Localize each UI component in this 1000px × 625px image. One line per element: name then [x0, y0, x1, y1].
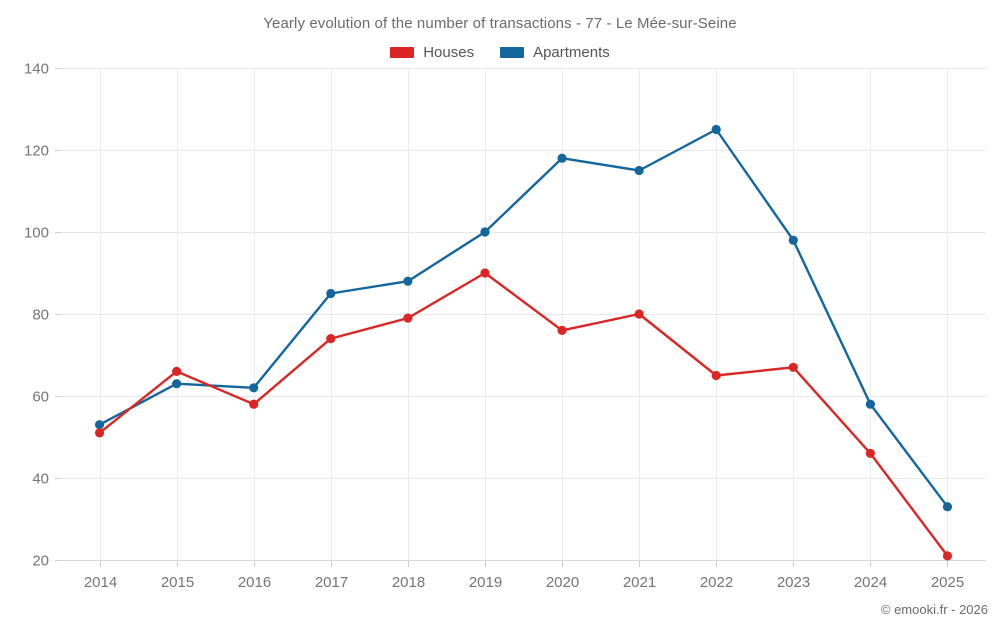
x-axis-tick-label: 2016: [238, 574, 271, 591]
x-axis-tick-label: 2023: [777, 574, 810, 591]
series-line-houses: [98, 271, 949, 558]
x-axis-tick-label: 2015: [161, 574, 194, 591]
legend-label-houses: Houses: [423, 44, 475, 61]
data-point-houses-2025[interactable]: Houses 2025: 21: [942, 551, 953, 561]
data-point-houses-2019[interactable]: Houses 2019: 90: [480, 268, 490, 278]
data-point-houses-2021[interactable]: Houses 2021: 80: [634, 309, 644, 319]
data-point-houses-2024[interactable]: Houses 2024: 46: [865, 448, 875, 458]
data-point-houses-2023[interactable]: Houses 2023: 67: [788, 362, 798, 372]
y-axis-tick-label: 40: [32, 471, 49, 488]
legend-swatch-apartments: [500, 47, 525, 58]
data-point-apartments-2019[interactable]: Apartments 2019: 100: [480, 227, 490, 237]
legend-label-apartments: Apartments: [533, 44, 610, 61]
data-point-apartments-2014[interactable]: Apartments 2014: 53: [94, 420, 105, 430]
credit-text: © emooki.fr - 2026: [880, 602, 988, 617]
x-axis-tick-label: 2017: [315, 574, 348, 591]
y-axis-tick-label: 20: [32, 553, 49, 570]
data-point-apartments-2017[interactable]: Apartments 2017: 85: [326, 288, 336, 299]
data-point-houses-2015[interactable]: Houses 2015: 66: [172, 366, 182, 376]
data-point-apartments-2020[interactable]: Apartments 2020: 118: [557, 153, 567, 163]
y-axis-tick-label: 100: [24, 225, 49, 242]
data-point-apartments-2018[interactable]: Apartments 2018: 88: [403, 276, 413, 286]
legend-item-apartments[interactable]: Apartments: [500, 44, 610, 61]
data-point-houses-2020[interactable]: Houses 2020: 76: [557, 325, 567, 335]
data-point-houses-2017[interactable]: Houses 2017: 74: [326, 334, 336, 344]
y-axis-tick-label: 80: [32, 307, 49, 324]
data-point-houses-2022[interactable]: Houses 2022: 65: [711, 370, 721, 381]
data-point-apartments-2021[interactable]: Apartments 2021: 115: [634, 165, 644, 176]
series-line-apartments: [98, 128, 949, 508]
x-axis-tick-label: 2014: [84, 574, 117, 591]
x-axis-tick-label: 2024: [854, 574, 887, 591]
data-point-apartments-2025[interactable]: Apartments 2025: 33: [942, 502, 953, 512]
data-point-apartments-2022[interactable]: Apartments 2022: 125: [711, 124, 721, 135]
data-point-apartments-2016[interactable]: Apartments 2016: 62: [249, 383, 259, 393]
data-point-houses-2016[interactable]: Houses 2016: 58: [249, 399, 259, 409]
data-point-apartments-2024[interactable]: Apartments 2024: 58: [865, 399, 875, 409]
x-axis-tick-label: 2018: [392, 574, 425, 591]
y-axis-tick-label: 60: [32, 389, 49, 406]
x-axis-tick-label: 2025: [931, 574, 964, 591]
data-point-apartments-2015[interactable]: Apartments 2015: 63: [172, 379, 182, 389]
x-axis-tick-label: 2020: [546, 574, 579, 591]
data-point-apartments-2023[interactable]: Apartments 2023: 98: [788, 235, 798, 245]
legend-item-houses[interactable]: Houses: [390, 44, 474, 61]
chart-title: Yearly evolution of the number of transa…: [263, 15, 737, 32]
data-point-houses-2014[interactable]: Houses 2014: 51: [94, 428, 105, 438]
x-axis-tick-label: 2019: [469, 574, 502, 591]
y-axis-tick-label: 140: [24, 61, 49, 78]
legend-swatch-houses: [390, 47, 415, 58]
y-axis-tick-label: 120: [24, 143, 49, 160]
x-axis-tick-label: 2022: [700, 574, 733, 591]
data-point-houses-2018[interactable]: Houses 2018: 79: [403, 313, 413, 323]
chart-legend: Houses Apartments: [0, 44, 1000, 61]
x-axis-tick-label: 2021: [623, 574, 656, 591]
